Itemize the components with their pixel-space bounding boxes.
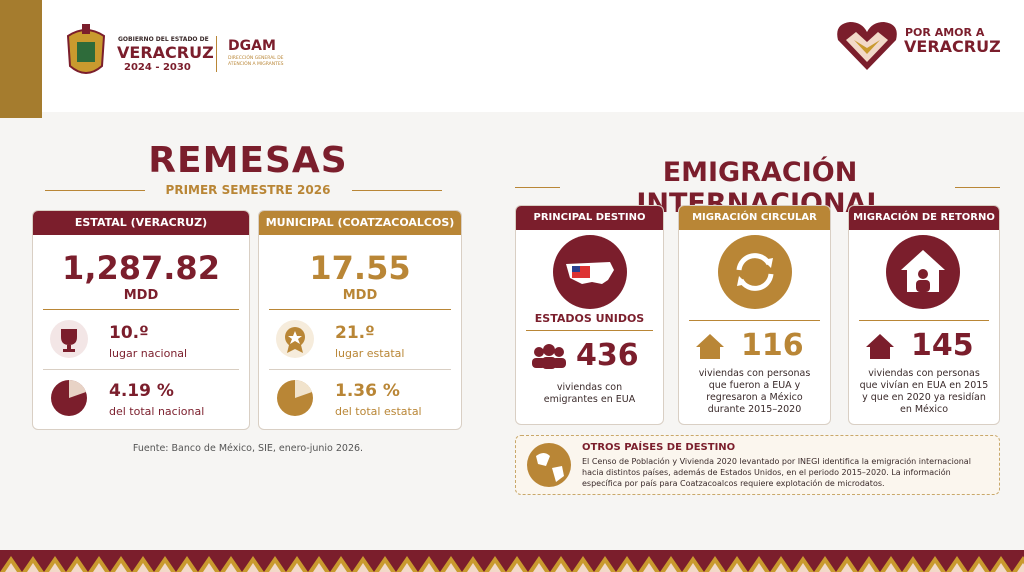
card-header: MIGRACIÓN DE RETORNO	[849, 206, 999, 230]
cycle-icon	[718, 235, 792, 309]
home-icon	[886, 235, 960, 309]
brand-heart	[837, 22, 897, 70]
card-header: ESTATAL (VERACRUZ)	[33, 211, 249, 235]
source: Fuente: Banco de México, SIE, enero-juni…	[132, 443, 364, 454]
gov-line: GOBIERNO DEL ESTADO DE	[118, 36, 209, 43]
rule	[955, 187, 1000, 188]
trophy-icon	[50, 320, 88, 358]
globe-icon	[527, 443, 571, 487]
share: 4.19 %	[109, 381, 174, 401]
rank-label: lugar estatal	[335, 347, 405, 360]
card-header: PRINCIPAL DESTINO	[516, 206, 663, 230]
header-band	[0, 0, 1024, 112]
share-label: del total estatal	[335, 405, 422, 418]
otros-title: OTROS PAÍSES DE DESTINO	[582, 442, 736, 453]
divider	[216, 36, 217, 72]
emigracion-title: EMIGRACIÓN INTERNACIONAL	[636, 157, 884, 219]
emig-card: PRINCIPAL DESTINO ESTADOS UNIDOS 436 viv…	[515, 205, 664, 425]
rank: 10.º	[109, 323, 149, 343]
usa-icon	[553, 235, 627, 309]
rule	[269, 369, 451, 370]
rank-label: lugar nacional	[109, 347, 188, 360]
medal-icon	[276, 320, 314, 358]
bottom-pattern	[0, 550, 1024, 572]
card-header: MUNICIPAL (COATZACOALCOS)	[259, 211, 461, 235]
brand-line2: VERACRUZ	[904, 37, 1001, 56]
otros-text: El Censo de Población y Vivienda 2020 le…	[582, 457, 971, 488]
pie-icon	[51, 379, 87, 416]
emig-card: MIGRACIÓN CIRCULAR 116 viviendas con per…	[678, 205, 831, 425]
dgam-sub: DIRECCIÓN GENERAL DE ATENCIÓN A MIGRANTE…	[228, 56, 284, 67]
house-icon	[866, 334, 894, 359]
brand-line1: POR AMOR A	[905, 26, 985, 39]
gov-name: VERACRUZ	[117, 43, 214, 62]
otros-box: OTROS PAÍSES DE DESTINO El Censo de Pobl…	[515, 435, 1000, 495]
emig-card: MIGRACIÓN DE RETORNO 145 viviendas con p…	[848, 205, 1000, 425]
rule	[859, 320, 989, 321]
number: 436	[576, 338, 639, 373]
card-header: MIGRACIÓN CIRCULAR	[679, 206, 830, 230]
share: 1.36 %	[335, 381, 400, 401]
pie-icon	[277, 379, 313, 416]
veracruz-shield	[66, 24, 106, 74]
description: viviendas con personas que fueron a EUA …	[698, 368, 811, 415]
rank: 21.º	[335, 323, 375, 343]
rule	[515, 187, 560, 188]
destination: ESTADOS UNIDOS	[534, 312, 645, 325]
remesas-card: MUNICIPAL (COATZACOALCOS) 17.55 MDD 21.º…	[258, 210, 462, 430]
rule	[43, 309, 239, 310]
description: viviendas con personas que vivían en EUA…	[859, 368, 989, 415]
share-label: del total nacional	[109, 405, 205, 418]
gov-years: 2024 - 2030	[124, 62, 191, 73]
number: 116	[741, 328, 804, 363]
people-icon	[532, 344, 566, 369]
remesas-subtitle: PRIMER SEMESTRE 2026	[165, 183, 331, 197]
amount: 17.55	[309, 249, 411, 287]
gold-block	[0, 0, 42, 118]
number: 145	[911, 328, 974, 363]
rule	[526, 330, 653, 331]
dgam: DGAM	[228, 38, 276, 54]
remesas-title: REMESAS	[148, 140, 348, 181]
remesas-card: ESTATAL (VERACRUZ) 1,287.82 MDD 10.º lug…	[32, 210, 250, 430]
rule	[352, 190, 442, 191]
rule	[45, 190, 145, 191]
unit: MDD	[123, 288, 159, 303]
description: viviendas con emigrantes en EUA	[543, 382, 636, 405]
amount: 1,287.82	[62, 249, 220, 287]
rule	[689, 320, 820, 321]
rule	[269, 309, 451, 310]
house-icon	[696, 334, 724, 359]
unit: MDD	[342, 288, 378, 303]
rule	[43, 369, 239, 370]
